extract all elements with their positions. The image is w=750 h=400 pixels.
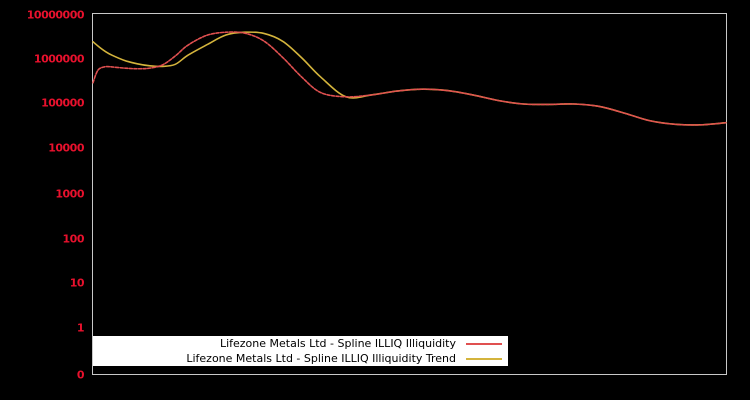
plot-area [92, 13, 727, 375]
y-tick-10000000: 10000000 [26, 8, 85, 22]
legend-entry-trend: Lifezone Metals Ltd - Spline ILLIQ Illiq… [93, 351, 508, 366]
legend: Lifezone Metals Ltd - Spline ILLIQ Illiq… [93, 336, 508, 366]
y-tick-100000: 100000 [41, 96, 84, 110]
y-tick-1000: 1000 [55, 187, 84, 201]
y-axis: 10000000 1000000 100000 10000 1000 100 1… [0, 0, 92, 400]
legend-label-trend: Lifezone Metals Ltd - Spline ILLIQ Illiq… [186, 352, 456, 365]
y-tick-1: 1 [76, 321, 85, 335]
y-tick-100: 100 [62, 232, 85, 246]
legend-label-illiquidity: Lifezone Metals Ltd - Spline ILLIQ Illiq… [219, 337, 456, 350]
y-tick-1000000: 1000000 [33, 52, 85, 66]
legend-swatch-illiquidity [466, 342, 502, 345]
legend-entry-illiquidity: Lifezone Metals Ltd - Spline ILLIQ Illiq… [93, 336, 508, 351]
legend-swatch-trend [466, 357, 502, 360]
y-tick-10000: 10000 [48, 141, 84, 155]
y-tick-0: 0 [76, 368, 85, 382]
y-tick-10: 10 [69, 276, 85, 290]
